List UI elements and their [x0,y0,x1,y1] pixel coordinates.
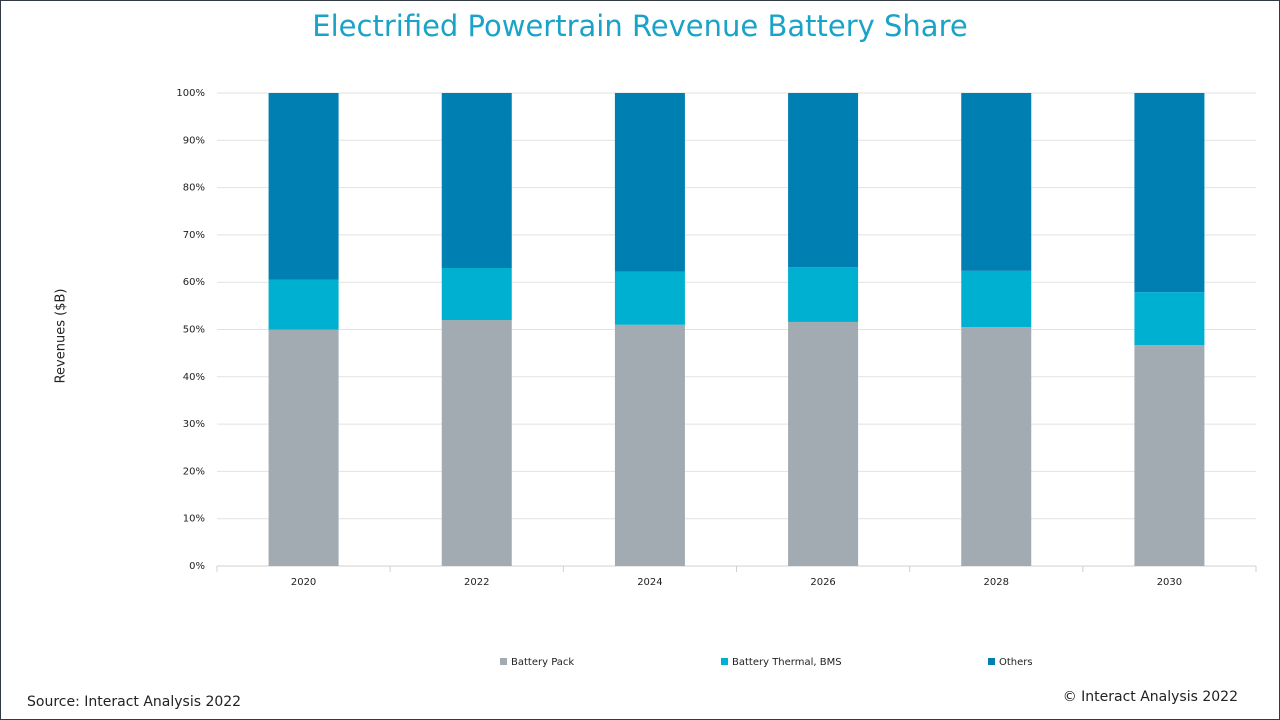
bar-segment [614,93,685,272]
y-tick-label: 90% [183,135,205,146]
x-tick-label: 2026 [810,577,835,588]
bar-segment [441,93,512,269]
copyright: © Interact Analysis 2022 [1063,689,1238,705]
y-tick-label: 30% [183,419,205,430]
y-tick-label: 10% [183,514,205,525]
x-tick-label: 2028 [984,577,1009,588]
bar-segment [268,93,339,280]
y-tick-label: 60% [183,277,205,288]
legend-swatch [988,658,995,665]
chart-title: Electrified Powertrain Revenue Battery S… [312,9,967,43]
y-tick-label: 50% [183,325,205,336]
y-axis-label: Revenues ($B) [54,289,69,384]
bar-segment [788,93,859,268]
y-tick-label: 0% [189,561,205,572]
bar-segment [788,267,859,322]
bar-segment [1134,93,1205,293]
y-tick-label: 100% [176,88,205,99]
legend-label: Battery Pack [511,657,574,668]
y-tick-label: 20% [183,466,205,477]
y-tick-label: 70% [183,230,205,241]
x-tick-label: 2020 [291,577,316,588]
legend-swatch [721,658,728,665]
legend-swatch [500,658,507,665]
bar-segment [961,327,1032,566]
bar-segment [1134,292,1205,346]
bar-segment [268,279,339,330]
bar-segment [788,321,859,566]
legend-label: Others [999,657,1033,668]
source: Source: Interact Analysis 2022 [27,694,241,710]
bar-segment [614,324,685,566]
bar-segment [441,320,512,566]
bar-segment [268,329,339,566]
bar-segment [1134,345,1205,566]
x-tick-label: 2024 [637,577,662,588]
bar-segment [961,270,1032,328]
x-tick-label: 2030 [1157,577,1182,588]
x-tick-label: 2022 [464,577,489,588]
y-tick-label: 80% [183,183,205,194]
bar-segment [961,93,1032,271]
bar-segment [614,271,685,325]
legend-label: Battery Thermal, BMS [732,657,842,668]
bar-segment [441,268,512,321]
y-tick-label: 40% [183,372,205,383]
